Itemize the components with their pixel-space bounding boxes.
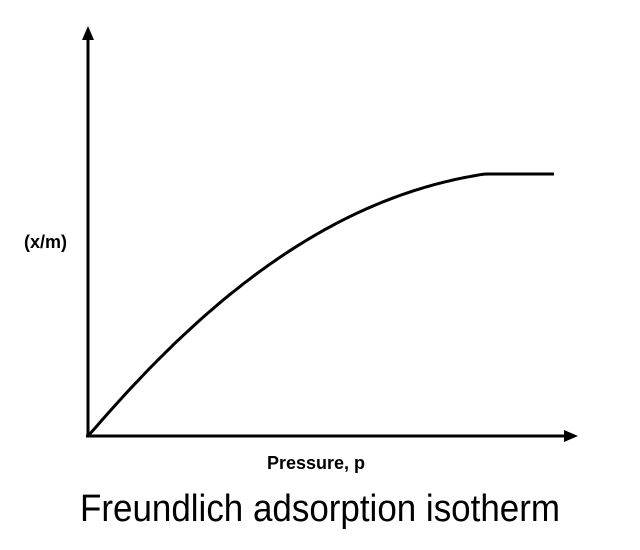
isotherm-curve — [86, 172, 554, 437]
x-axis-label: Pressure, p — [267, 453, 365, 473]
chart-title: Freundlich adsorption isotherm — [80, 488, 560, 530]
x-axis-arrow-icon — [564, 430, 578, 442]
y-axis-label: (x/m) — [24, 232, 67, 252]
y-axis-arrow-icon — [82, 26, 94, 40]
